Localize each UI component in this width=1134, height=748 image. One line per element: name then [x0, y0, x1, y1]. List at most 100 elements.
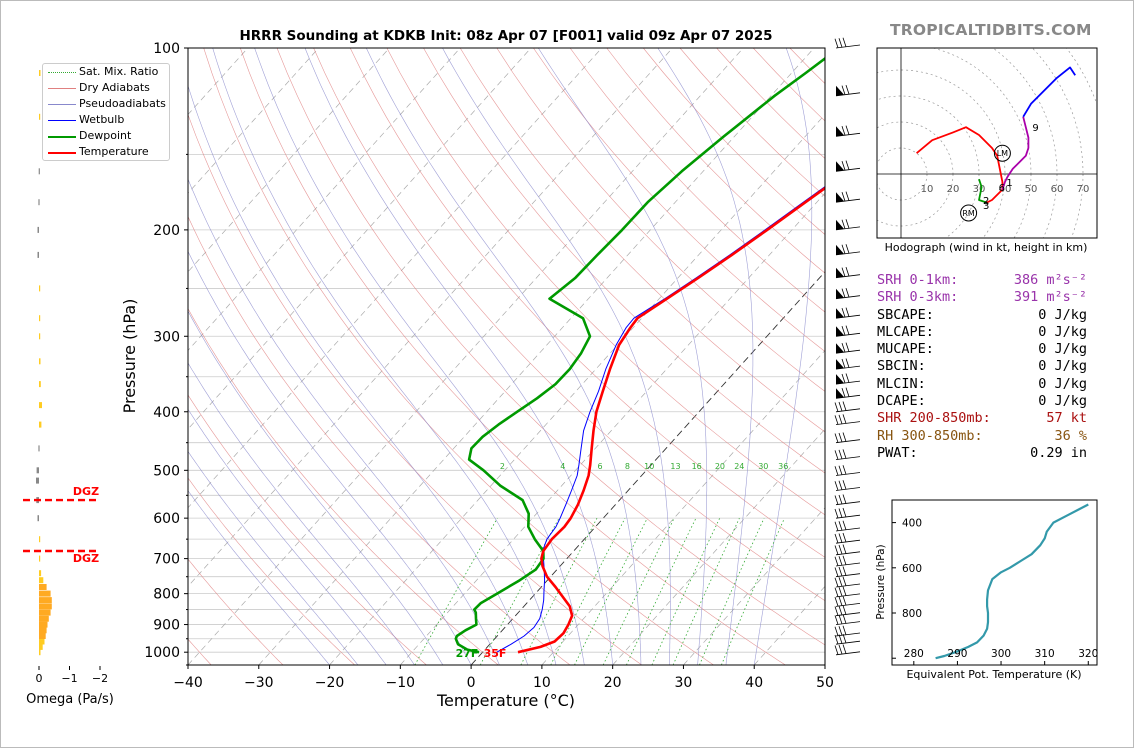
barb-feather [838, 533, 843, 543]
isotherm-gridline [188, 48, 319, 194]
x-tick-label: 50 [816, 675, 834, 691]
dgz-label-bottom: DGZ [73, 552, 99, 565]
barb-feather [838, 480, 843, 490]
stat-value: 36 % [1054, 427, 1087, 444]
barb-feather [834, 556, 839, 566]
dry-adiabat [188, 307, 499, 665]
omega-bar [39, 536, 41, 543]
omega-bar [39, 649, 41, 656]
stat-value: 0.29 in [1030, 444, 1087, 461]
omega-bar [39, 621, 48, 628]
stat-row: SHR 200-850mb: 57 kt [877, 410, 1107, 427]
skewt-title: HRRR Sounding at KDKB Init: 08z Apr 07 [… [239, 28, 772, 44]
wind-barb [835, 373, 861, 385]
barb-feather [838, 38, 843, 48]
omega-bar [39, 597, 52, 604]
barb-shaft [835, 621, 861, 625]
barb-flag [836, 267, 844, 278]
wind-barb [834, 633, 861, 645]
legend-item-dry-adiabats: Dry Adiabats [43, 80, 169, 96]
barb-shaft [835, 573, 861, 578]
stat-value: 0 J/kg [1038, 375, 1087, 392]
omega-bar [39, 333, 41, 340]
hodograph-0-3km-line [978, 178, 988, 204]
barb-feather [834, 415, 839, 425]
x-tick-label: −10 [386, 675, 416, 691]
wind-barb [835, 191, 861, 203]
thetae-x-tick-label: 300 [991, 648, 1011, 660]
omega-bar [39, 638, 45, 645]
omega-bar [39, 358, 41, 365]
legend-swatch [48, 104, 76, 105]
mixing-ratio-line [574, 518, 648, 665]
stat-label: SBCAPE: [877, 306, 934, 323]
barb-feather [842, 401, 847, 411]
barb-feather [845, 266, 850, 277]
barb-feather [845, 125, 850, 135]
dry-adiabat [188, 113, 642, 665]
wind-barb [834, 432, 861, 444]
mixing-ratio-line [672, 518, 740, 665]
mixing-ratio-label: 36 [778, 462, 788, 471]
wind-barb [834, 576, 861, 588]
legend-swatch [48, 136, 76, 138]
thetae-x-tick-label: 290 [947, 648, 967, 660]
zero-isotherm [470, 271, 825, 665]
barb-feather [841, 244, 846, 254]
barb-feather [834, 402, 839, 412]
barb-shaft [835, 640, 861, 645]
stat-label: DCAPE: [877, 393, 926, 410]
legend-label: Dry Adiabats [79, 81, 150, 94]
omega-bar [39, 70, 41, 76]
barb-feather [842, 566, 847, 576]
pseudoadiabat [188, 310, 444, 665]
omega-bar [39, 285, 41, 292]
hodograph-height-label: 1 [1006, 178, 1012, 189]
y-tick-label: 300 [153, 329, 180, 345]
dry-adiabat [188, 394, 427, 665]
barb-shaft [835, 472, 861, 476]
stat-value: 57 kt [1046, 410, 1087, 427]
stat-row: SBCIN: 0 J/kg [877, 358, 1107, 375]
stat-label: PWAT: [877, 444, 918, 461]
pseudoadiabat [188, 250, 472, 665]
wind-barb [834, 37, 861, 49]
barb-feather [834, 38, 839, 48]
stat-label: SBCIN: [877, 358, 926, 375]
y-tick-label: 100 [153, 41, 180, 57]
barb-feather [834, 587, 839, 597]
barb-feather [834, 450, 839, 460]
mixing-ratio-label: 4 [560, 462, 565, 471]
hodograph-frame [876, 47, 1098, 239]
stat-label: SRH 0-3km: [877, 289, 959, 306]
barb-feather [842, 614, 847, 624]
storm-motion-label: RM [962, 209, 975, 218]
surface-dewpoint-label: 27F [456, 647, 479, 660]
omega-bar [39, 113, 41, 120]
wind-barb [835, 287, 861, 300]
x-tick-label: −30 [244, 675, 274, 691]
legend-label: Wetbulb [79, 113, 125, 126]
mixing-ratio-label: 6 [597, 462, 602, 471]
wind-barb [834, 644, 861, 656]
dry-adiabat [313, 48, 825, 602]
wind-barb [835, 244, 861, 256]
y-tick-label: 700 [153, 552, 180, 568]
wind-barb [835, 358, 861, 370]
barb-feather [842, 520, 847, 530]
barb-feather [838, 556, 843, 566]
dry-adiabat [496, 48, 825, 392]
stat-row: MUCAPE: 0 J/kg [877, 341, 1107, 358]
omega-bar [39, 584, 47, 590]
stat-label: RH 300-850mb: [877, 427, 983, 444]
stat-label: MLCIN: [877, 375, 926, 392]
omega-tick-label: 0 [36, 672, 43, 685]
mixing-ratio-line [602, 518, 675, 665]
omega-bar [37, 251, 39, 258]
barb-feather [834, 521, 839, 531]
barb-shaft [835, 456, 861, 460]
hodograph-height-label: 3 [983, 201, 989, 212]
legend-label: Pseudoadiabats [79, 97, 166, 110]
y-tick-label: 1000 [144, 645, 180, 661]
wind-barb [834, 449, 861, 460]
